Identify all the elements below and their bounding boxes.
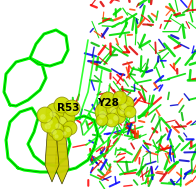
Circle shape [100,92,116,108]
Circle shape [124,106,136,118]
Circle shape [95,102,115,122]
Circle shape [98,119,103,124]
Circle shape [60,126,72,138]
Circle shape [47,119,53,125]
Circle shape [110,107,116,113]
Circle shape [55,123,61,129]
Circle shape [45,123,51,129]
Circle shape [121,103,127,109]
Circle shape [59,117,66,124]
Circle shape [55,108,75,128]
Circle shape [116,97,121,102]
Circle shape [37,107,53,123]
Circle shape [113,115,119,121]
Circle shape [105,113,119,127]
Circle shape [46,103,64,121]
Circle shape [62,131,67,136]
Polygon shape [55,128,69,184]
Circle shape [51,129,57,135]
Circle shape [126,111,131,116]
Circle shape [99,111,106,118]
Circle shape [66,127,71,132]
Circle shape [117,103,131,117]
Circle shape [110,108,126,124]
Circle shape [41,115,59,133]
Circle shape [48,122,64,138]
Circle shape [52,116,68,132]
Circle shape [64,100,80,116]
Circle shape [44,112,60,128]
Circle shape [40,114,46,120]
Circle shape [63,121,77,135]
Circle shape [106,99,124,117]
Text: Y28: Y28 [97,98,119,108]
Circle shape [113,91,127,105]
Circle shape [96,114,108,126]
Circle shape [57,104,63,110]
Circle shape [52,129,64,141]
Circle shape [67,107,73,113]
Circle shape [108,119,113,124]
Polygon shape [45,122,59,182]
Text: R53: R53 [57,103,79,113]
Circle shape [54,134,59,139]
Circle shape [120,109,125,114]
Circle shape [54,97,70,113]
Circle shape [50,111,56,117]
Circle shape [103,99,109,105]
Circle shape [118,96,134,112]
